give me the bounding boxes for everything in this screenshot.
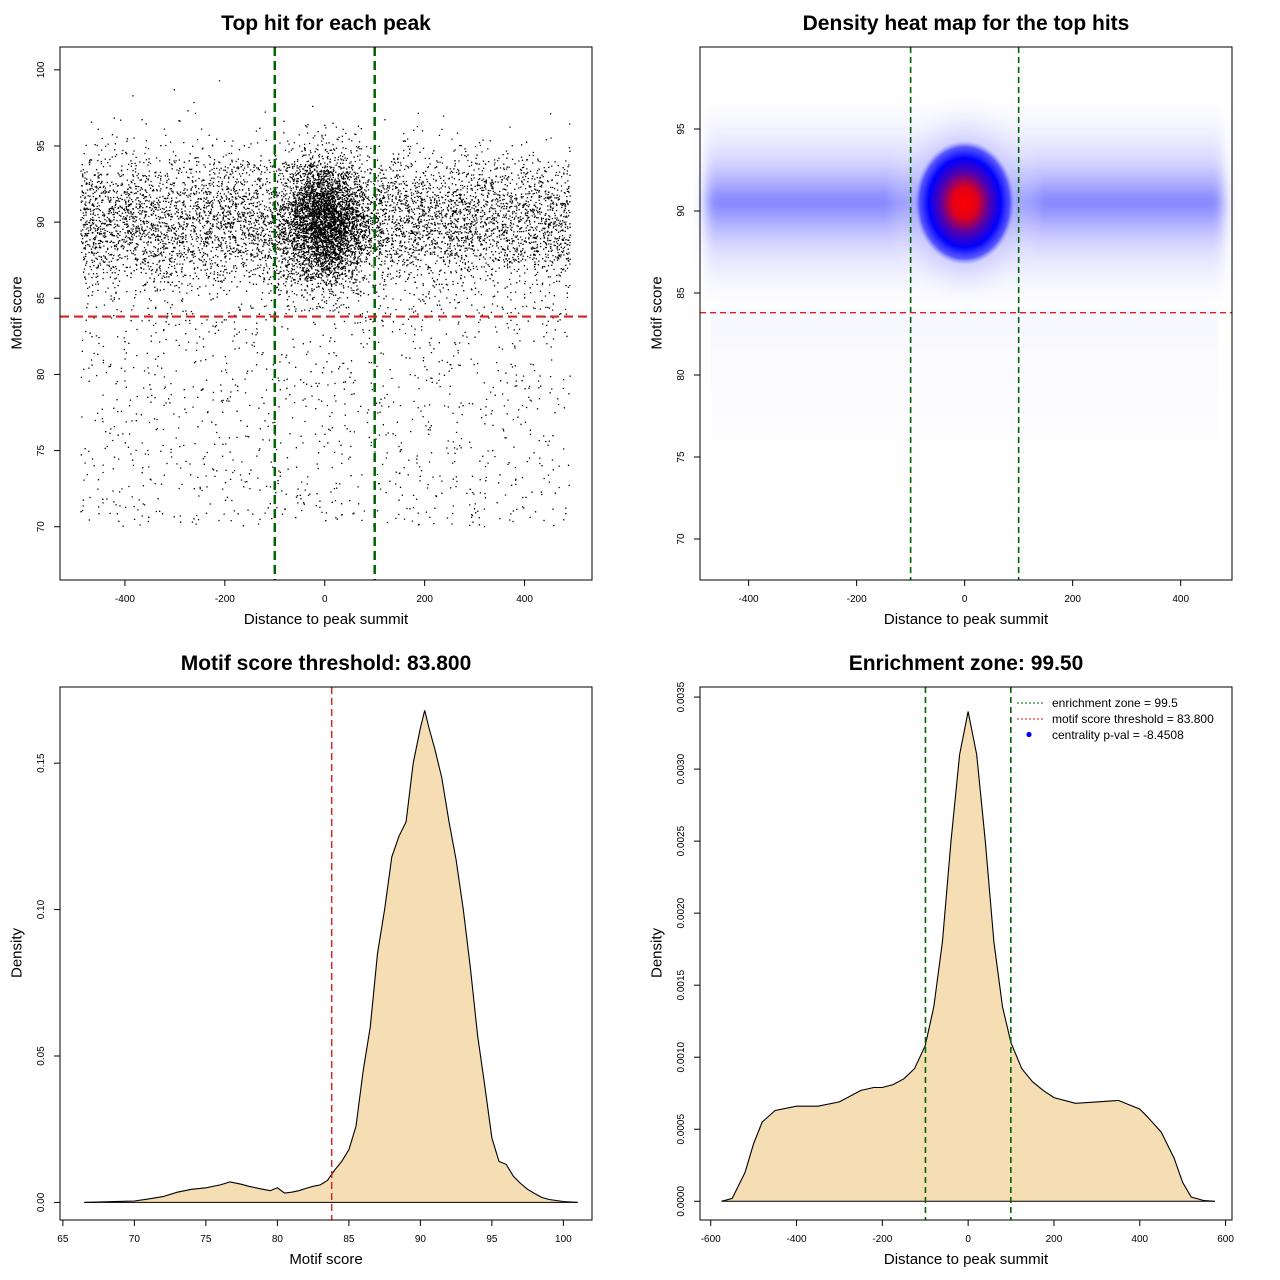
y-axis: 0.00 0.05 0.10 0.15 [36, 753, 61, 1212]
y-tick-label: 0.0000 [676, 1186, 687, 1217]
y-axis: 70 75 80 85 90 95 100 [36, 61, 61, 533]
y-tick-label: 75 [36, 445, 47, 457]
x-tick-label: 400 [1172, 594, 1189, 605]
panel-enrichment: Enrichment zone: 99.50 -600 -400 -200 0 200 4… [640, 640, 1280, 1280]
x-axis: -400 -200 0 200 400 [115, 579, 533, 605]
y-tick-label: 80 [676, 369, 687, 381]
y-tick-label: 0.0030 [676, 753, 687, 784]
scatter-plot: -400 -200 0 200 400 70 75 80 85 90 95 100 [36, 46, 593, 605]
heatmap-plot: -400 -200 0 200 400 70 75 80 85 90 95 [676, 46, 1233, 605]
x-tick-label: 100 [555, 1234, 572, 1245]
chart-title: Enrichment zone: 99.50 [848, 652, 1084, 675]
x-axis: -600 -400 -200 0 200 400 600 [701, 1219, 1234, 1245]
y-axis: 0.0000 0.0005 0.0010 0.0015 0.0020 0.0025 0.00… [676, 681, 701, 1217]
heat-lowband [710, 309, 1219, 539]
x-tick-label: 65 [57, 1234, 69, 1245]
x-tick-label: 400 [516, 594, 533, 605]
legend-label-threshold: motif score threshold = 83.800 [1052, 712, 1214, 726]
y-tick-label: 0.05 [36, 1046, 47, 1066]
y-tick-label: 90 [676, 205, 687, 217]
y-tick-label: 70 [36, 521, 47, 533]
y-axis-label: Density [8, 927, 26, 979]
x-tick-label: -600 [701, 1234, 721, 1245]
x-tick-label: 0 [965, 1234, 971, 1245]
y-tick-label: 0.0005 [676, 1114, 687, 1145]
x-axis: -400 -200 0 200 400 [739, 579, 1189, 605]
y-tick-label: 0.0035 [676, 681, 687, 712]
density-area [721, 711, 1215, 1202]
x-tick-label: 85 [343, 1234, 355, 1245]
y-tick-label: 0.0025 [676, 825, 687, 856]
x-tick-label: -200 [847, 594, 867, 605]
chart-title: Motif score threshold: 83.800 [180, 652, 472, 675]
legend-label-pval: centrality p-val = -8.4508 [1052, 728, 1184, 742]
x-tick-label: 400 [1131, 1234, 1148, 1245]
x-tick-label: 600 [1217, 1234, 1234, 1245]
legend-label-enrichment: enrichment zone = 99.5 [1052, 696, 1178, 710]
x-tick-label: 90 [415, 1234, 427, 1245]
density-curve [721, 711, 1215, 1202]
x-tick-label: 75 [200, 1234, 212, 1245]
x-tick-label: -200 [872, 1234, 892, 1245]
y-tick-label: 0.0010 [676, 1041, 687, 1072]
x-axis-label: Distance to peak summit [883, 611, 1049, 628]
y-tick-label: 0.0015 [676, 969, 687, 1000]
x-tick-label: -400 [115, 594, 135, 605]
x-axis-label: Distance to peak summit [883, 1251, 1049, 1268]
x-tick-label: 200 [1046, 1234, 1063, 1245]
panel-scatter: Top hit for each peak -400 -200 0 200 400 70 7… [0, 0, 640, 640]
y-axis-label: Motif score [648, 276, 666, 350]
y-axis: 70 75 80 85 90 95 [676, 123, 701, 545]
heat-core [914, 140, 1015, 265]
enrichment-plot: -600 -400 -200 0 200 400 600 0.0000 0.0005 0.0010… [676, 681, 1234, 1245]
chart-title: Density heat map for the top hits [802, 12, 1130, 35]
x-tick-label: -400 [739, 594, 759, 605]
x-tick-label: -400 [787, 1234, 807, 1245]
x-tick-label: 200 [416, 594, 433, 605]
panel-heatmap: Density heat map for the top hits [640, 0, 1280, 640]
x-tick-label: 0 [962, 594, 968, 605]
y-tick-label: 95 [36, 140, 47, 152]
chart-title: Top hit for each peak [221, 12, 431, 35]
y-tick-label: 95 [676, 123, 687, 135]
panel-score-density: Motif score threshold: 83.800 65 70 75 80 85… [0, 640, 640, 1280]
scatter-points [80, 80, 571, 528]
x-axis: 65 70 75 80 85 90 95 100 [57, 1219, 572, 1245]
x-tick-label: 80 [272, 1234, 284, 1245]
y-axis-label: Density [648, 927, 666, 979]
y-tick-label: 0.00 [36, 1192, 47, 1212]
x-tick-label: 95 [486, 1234, 498, 1245]
x-tick-label: -200 [215, 594, 235, 605]
x-tick-label: 200 [1064, 594, 1081, 605]
score-density-plot: 65 70 75 80 85 90 95 100 0.00 0.05 0.10 0.15 [36, 686, 593, 1245]
x-tick-label: 0 [322, 594, 328, 605]
y-tick-label: 85 [36, 292, 47, 304]
plot-frame [59, 686, 593, 1221]
y-tick-label: 80 [36, 368, 47, 380]
legend: enrichment zone = 99.5 motif score thres… [1017, 696, 1214, 742]
x-tick-label: 70 [129, 1234, 141, 1245]
y-tick-label: 90 [36, 216, 47, 228]
y-tick-label: 75 [676, 451, 687, 463]
y-tick-label: 0.0020 [676, 897, 687, 928]
y-tick-label: 70 [676, 533, 687, 545]
y-tick-label: 0.10 [36, 899, 47, 919]
y-tick-label: 0.15 [36, 753, 47, 773]
density-area [84, 710, 578, 1203]
y-tick-label: 100 [36, 61, 47, 78]
x-axis-label: Motif score [289, 1251, 363, 1268]
y-tick-label: 85 [676, 287, 687, 299]
x-axis-label: Distance to peak summit [243, 611, 409, 628]
legend-key-pval [1026, 731, 1032, 738]
y-axis-label: Motif score [8, 276, 26, 350]
density-curve [84, 710, 578, 1203]
